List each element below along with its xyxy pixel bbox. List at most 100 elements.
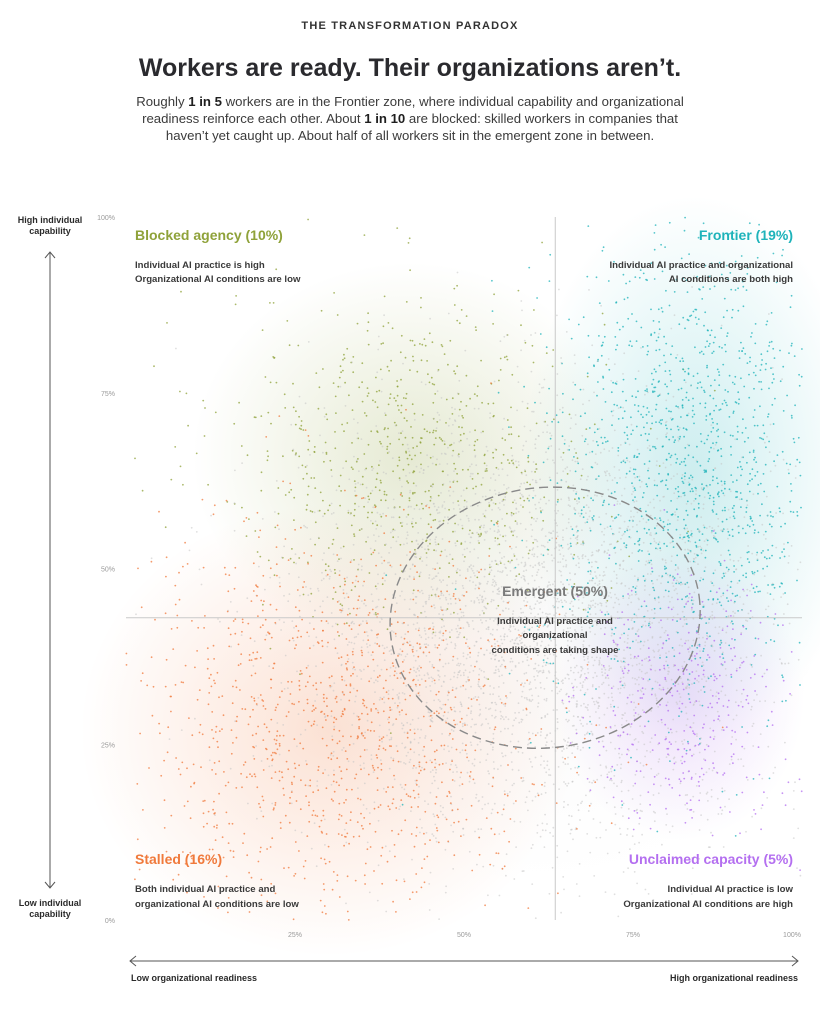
- point-emergent: [539, 835, 542, 838]
- point-emergent: [792, 790, 795, 792]
- point-frontier: [707, 434, 710, 437]
- point-frontier: [742, 418, 744, 421]
- point-emergent: [498, 833, 501, 835]
- point-emergent: [649, 855, 651, 858]
- point-emergent: [642, 732, 645, 735]
- point-emergent: [459, 674, 462, 677]
- point-emergent: [587, 651, 589, 654]
- point-frontier: [740, 377, 742, 380]
- point-blocked: [345, 622, 348, 624]
- point-blocked: [420, 502, 423, 505]
- point-emergent: [616, 764, 619, 766]
- point-emergent: [194, 717, 196, 720]
- point-emergent: [376, 371, 379, 374]
- point-frontier: [768, 341, 771, 344]
- point-emergent: [536, 642, 539, 645]
- point-emergent: [670, 327, 673, 330]
- point-emergent: [666, 432, 668, 434]
- point-emergent: [521, 690, 524, 693]
- point-frontier: [764, 463, 767, 466]
- point-emergent: [567, 763, 569, 765]
- point-emergent: [577, 512, 580, 515]
- point-emergent: [545, 612, 547, 615]
- point-blocked: [456, 571, 458, 574]
- point-blocked: [334, 431, 336, 433]
- point-blocked: [322, 368, 324, 370]
- point-blocked: [558, 621, 561, 624]
- point-emergent: [330, 570, 333, 573]
- point-frontier: [735, 794, 738, 796]
- point-emergent: [592, 664, 595, 667]
- point-emergent: [412, 592, 414, 595]
- point-emergent: [353, 622, 355, 625]
- point-emergent: [307, 784, 310, 787]
- point-emergent: [533, 579, 536, 582]
- point-emergent: [542, 544, 545, 547]
- point-emergent: [415, 767, 417, 769]
- point-emergent: [637, 597, 640, 600]
- point-emergent: [698, 700, 701, 703]
- point-blocked: [353, 559, 355, 561]
- point-emergent: [492, 693, 494, 696]
- point-blocked: [440, 550, 443, 553]
- point-emergent: [493, 687, 495, 689]
- point-frontier: [521, 539, 524, 542]
- point-frontier: [703, 471, 706, 473]
- point-emergent: [363, 782, 366, 785]
- point-emergent: [644, 393, 646, 396]
- point-emergent: [628, 443, 631, 446]
- point-frontier: [577, 529, 579, 532]
- point-emergent: [489, 412, 492, 415]
- point-emergent: [540, 731, 542, 733]
- point-blocked: [267, 559, 270, 562]
- point-emergent: [200, 583, 203, 586]
- point-emergent: [722, 846, 725, 848]
- point-emergent: [407, 506, 410, 509]
- point-emergent: [658, 758, 661, 761]
- point-frontier: [584, 438, 587, 440]
- point-emergent: [528, 494, 531, 497]
- point-emergent: [379, 759, 382, 761]
- point-emergent: [495, 703, 498, 706]
- point-blocked: [454, 468, 457, 470]
- point-emergent: [234, 469, 236, 472]
- point-emergent: [624, 585, 627, 587]
- point-emergent: [611, 447, 614, 449]
- point-emergent: [633, 739, 636, 741]
- point-emergent: [692, 639, 695, 642]
- point-emergent: [430, 676, 433, 679]
- point-blocked: [506, 419, 509, 421]
- point-emergent: [391, 457, 394, 460]
- point-emergent: [420, 517, 422, 520]
- point-frontier: [721, 347, 723, 349]
- point-emergent: [463, 548, 466, 551]
- point-emergent: [641, 664, 644, 666]
- point-emergent: [562, 529, 564, 531]
- point-emergent: [718, 626, 721, 628]
- point-emergent: [483, 605, 486, 608]
- point-frontier: [653, 597, 656, 600]
- point-blocked: [355, 460, 358, 463]
- point-emergent: [578, 557, 580, 560]
- point-emergent: [633, 843, 636, 845]
- point-frontier: [682, 277, 684, 280]
- point-emergent: [450, 824, 452, 827]
- point-emergent: [462, 671, 465, 674]
- point-emergent: [390, 653, 393, 655]
- point-blocked: [488, 547, 491, 550]
- point-blocked: [458, 426, 460, 428]
- point-emergent: [560, 479, 563, 482]
- point-emergent: [470, 567, 473, 570]
- point-emergent: [603, 666, 606, 669]
- point-frontier: [704, 556, 707, 559]
- point-emergent: [518, 662, 520, 664]
- point-frontier: [626, 438, 629, 440]
- point-emergent: [412, 767, 414, 770]
- point-blocked: [367, 312, 369, 315]
- point-emergent: [432, 625, 435, 628]
- point-frontier: [796, 579, 798, 582]
- point-blocked: [687, 530, 689, 533]
- point-frontier: [655, 339, 658, 342]
- point-emergent: [596, 584, 599, 586]
- point-emergent: [511, 454, 514, 457]
